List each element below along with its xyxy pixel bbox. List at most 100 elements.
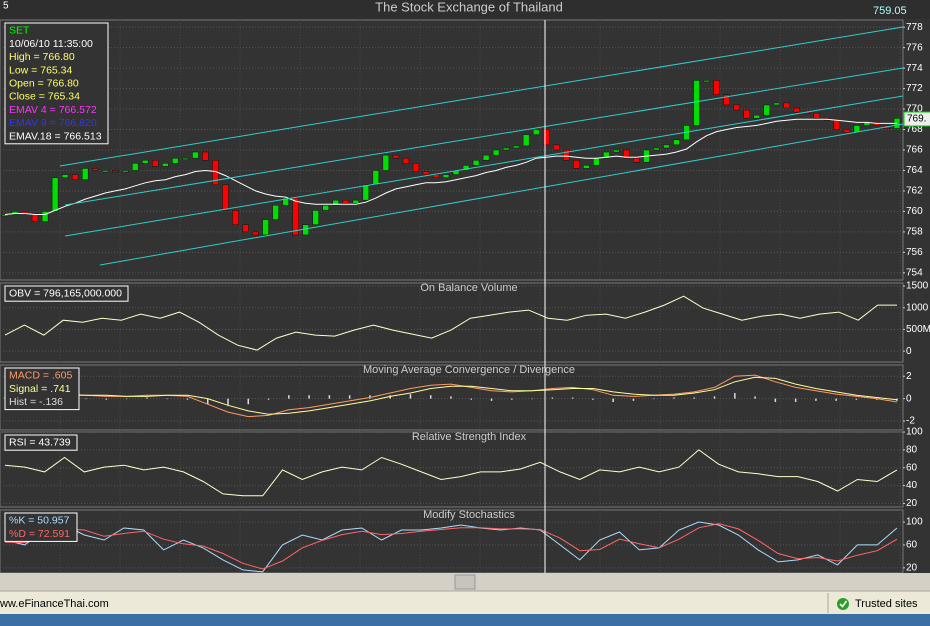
candle [101,170,109,173]
hist-bar [389,395,391,399]
candle [262,219,269,236]
hist-bar [511,398,513,400]
candle [11,211,19,215]
candle [292,197,299,236]
info-line: Signal = .741 [9,383,71,395]
hist-bar [105,398,108,400]
candle [663,144,670,149]
candle [442,174,450,178]
hist-bar [308,395,310,399]
candle [743,109,750,119]
candle [332,199,339,206]
y-tick-label: 60 [906,540,918,551]
candle [91,168,99,171]
candle [593,157,600,166]
panel-title: On Balance Volume [420,282,517,294]
info-line: Hist = -.136 [9,396,63,408]
info-line: RSI = 43.739 [9,437,71,449]
hist-bar [652,398,655,400]
hist-bar [328,395,331,399]
hist-bar [612,398,614,402]
info-line: High = 766.80 [9,51,75,63]
y-tick-label: 776 [906,42,923,53]
hist-bar [409,394,412,399]
candle [512,145,520,149]
candle [412,163,420,172]
info-line: Close = 765.34 [9,91,80,103]
info-box: RSI = 43.739 [4,434,78,451]
candle [242,224,249,233]
y-tick-label: 20 [906,498,918,509]
info-box-frame [4,512,78,542]
candle [362,184,370,201]
y-tick-label: 768 [906,124,923,135]
candle [352,199,360,204]
tab-label: 5 [3,1,9,12]
candle [472,159,480,166]
candle [132,163,139,171]
series-line [4,118,897,215]
candle [542,129,550,146]
info-box-frame [4,22,109,145]
hist-bar [571,397,574,399]
candle [713,80,720,95]
candle [653,147,660,151]
hist-bar [429,395,432,399]
hist-bar [369,395,371,399]
price-tag-label: 769. [907,114,926,125]
candle [382,154,390,171]
y-tick-label: 754 [906,267,923,278]
status-bar [0,591,930,614]
candle [633,157,640,163]
zone-label: Trusted sites [855,598,918,610]
hist-bar [855,398,858,400]
candle [522,134,530,147]
hist-bar [632,398,635,401]
candle [172,157,179,164]
y-tick-label: 756 [906,247,923,258]
y-tick-label: 762 [906,186,923,197]
candle [783,102,791,109]
info-line: Low = 765.34 [9,64,73,76]
candle [693,80,700,126]
candle [272,205,279,220]
panel [0,282,904,363]
candle [41,211,49,222]
candle [302,224,309,236]
trend-line [64,95,904,237]
info-line: EMAV 4 = 766.572 [9,104,97,116]
candle [813,112,821,119]
candle [573,159,580,169]
candle [422,171,430,175]
info-box-frame [4,434,78,451]
hist-bar [125,398,128,400]
candle [613,149,620,153]
info-line: EMAV.18 = 766.513 [9,130,102,142]
zone-icon [837,598,849,610]
hist-bar [673,397,675,399]
candle [843,129,851,133]
info-line: %D = 72.591 [9,528,70,540]
hist-bar [186,398,189,400]
hist-bar [166,398,168,400]
taskbar [0,614,930,626]
trend-line [99,123,904,266]
scroll-thumb[interactable] [454,574,476,590]
info-line: Open = 766.80 [9,78,79,90]
status-url: ww.eFinanceThai.com [0,598,109,610]
y-tick-label: 2 [906,371,912,382]
candle [182,157,189,160]
info-line: SET [9,25,30,37]
zone-check [839,600,848,608]
candle [81,168,89,180]
y-tick-label: 500M [906,324,930,335]
hist-bar [206,398,209,405]
hist-bar [146,397,148,399]
candle [763,104,770,116]
info-box-frame [4,367,80,411]
y-tick-label: 60 [906,462,918,473]
candle [372,170,380,186]
panel-title: Moving Average Convergence / Divergence [363,364,575,376]
